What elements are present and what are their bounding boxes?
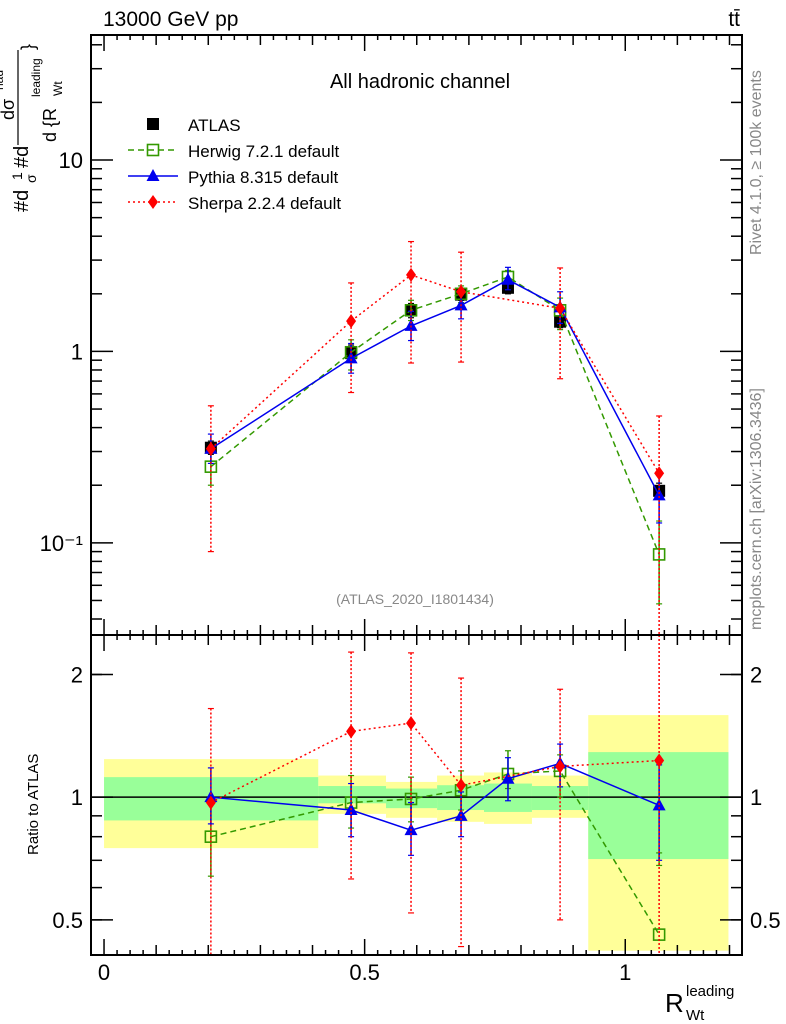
x-axis-label: R Wt leading <box>665 983 734 1024</box>
y-tick-label: 1 <box>71 785 83 810</box>
ylabel-bottom-sub: Wt <box>51 81 65 96</box>
legend-label: Pythia 8.315 default <box>188 168 339 187</box>
ylabel-mid: #d <box>11 146 33 168</box>
main-panel-series <box>204 240 666 636</box>
y-tick-label-right: 2 <box>750 662 762 687</box>
data-point <box>456 284 467 299</box>
data-point <box>555 759 566 774</box>
ylabel-top-sup: had <box>0 70 6 90</box>
legend-marker <box>148 195 158 209</box>
data-point <box>205 441 216 456</box>
ylabel-frac-num: 1 <box>9 172 25 180</box>
data-point <box>456 778 467 793</box>
legend-item: Sherpa 2.2.4 default <box>128 194 341 213</box>
y-tick-label-right: 1 <box>750 785 762 810</box>
legend-marker <box>146 143 160 157</box>
y-tick-label: 1 <box>71 339 83 364</box>
legend-label: ATLAS <box>188 116 241 135</box>
x-tick-label: 1 <box>619 960 631 985</box>
main-title: All hadronic channel <box>330 71 510 93</box>
data-point <box>501 771 515 784</box>
main-y-axis-label: #d 1 σ #d dσ had d {R Wt leading } <box>0 44 65 212</box>
data-point <box>652 488 666 501</box>
legend-item: Pythia 8.315 default <box>128 168 339 187</box>
ratio-panel-axes: 2 2 1 1 0.5 0.5 0 0.5 1 <box>52 634 781 985</box>
legend-label: Herwig 7.2.1 default <box>188 142 339 161</box>
data-point <box>555 301 566 316</box>
x-tick-label: 0 <box>98 960 110 985</box>
ratio-panel-series <box>204 634 666 956</box>
data-point <box>501 272 515 285</box>
ylabel-close: } <box>18 44 38 50</box>
data-point <box>406 716 417 731</box>
ylabel-top: dσ <box>0 99 18 120</box>
xlabel-base: R <box>665 988 684 1018</box>
series-herwig <box>204 269 666 605</box>
ylabel-frac-den: σ <box>23 174 39 183</box>
y-tick-label: 0.5 <box>52 908 83 933</box>
y-tick-label-right: 0.5 <box>750 908 781 933</box>
legend-marker <box>147 118 159 130</box>
series-sherpa <box>205 240 665 636</box>
main-panel-axes: 10 1 10⁻¹ <box>40 34 743 636</box>
ylabel-bottom: d {R <box>40 108 60 142</box>
data-point <box>205 795 216 810</box>
analysis-reference-label: (ATLAS_2020_I1801434) <box>336 591 494 607</box>
xlabel-sup: leading <box>686 983 734 1000</box>
series-line <box>210 274 660 474</box>
ratio-panel-bands <box>91 715 742 951</box>
series-line <box>210 722 660 804</box>
data-point <box>346 724 357 739</box>
series-pythia <box>204 266 666 524</box>
data-point <box>346 314 357 329</box>
data-point <box>344 351 358 364</box>
y-tick-label: 2 <box>71 662 83 687</box>
series-atlas <box>204 281 666 500</box>
series-line <box>210 276 660 555</box>
y-tick-label: 10⁻¹ <box>40 531 83 556</box>
header-process-label: tt̄ <box>728 8 740 31</box>
legend-label: Sherpa 2.2.4 default <box>188 194 341 213</box>
header-energy-label: 13000 GeV pp <box>103 8 238 31</box>
rivet-version-label: Rivet 4.1.0, ≥ 100k events <box>748 70 765 255</box>
uncertainty-band-inner <box>318 786 387 804</box>
ratio-y-axis-label: Ratio to ATLAS <box>25 754 42 855</box>
data-point <box>406 267 417 282</box>
xlabel-sub: Wt <box>686 1007 705 1024</box>
legend: ATLAS Herwig 7.2.1 default Pythia 8.315 de… <box>128 116 341 213</box>
ylabel-bottom-sup: leading <box>29 58 43 97</box>
data-point <box>654 753 665 768</box>
y-tick-label: 10 <box>59 148 83 173</box>
data-point <box>404 318 418 331</box>
ylabel-d: #d <box>11 190 33 212</box>
legend-item: Herwig 7.2.1 default <box>128 142 339 161</box>
mcplots-credit-label: mcplots.cern.ch [arXiv:1306.3436] <box>748 388 765 630</box>
x-tick-label: 0.5 <box>349 960 380 985</box>
series-sherpa <box>205 634 665 956</box>
data-point <box>654 466 665 481</box>
legend-marker <box>146 169 160 181</box>
legend-item: ATLAS <box>147 116 241 135</box>
